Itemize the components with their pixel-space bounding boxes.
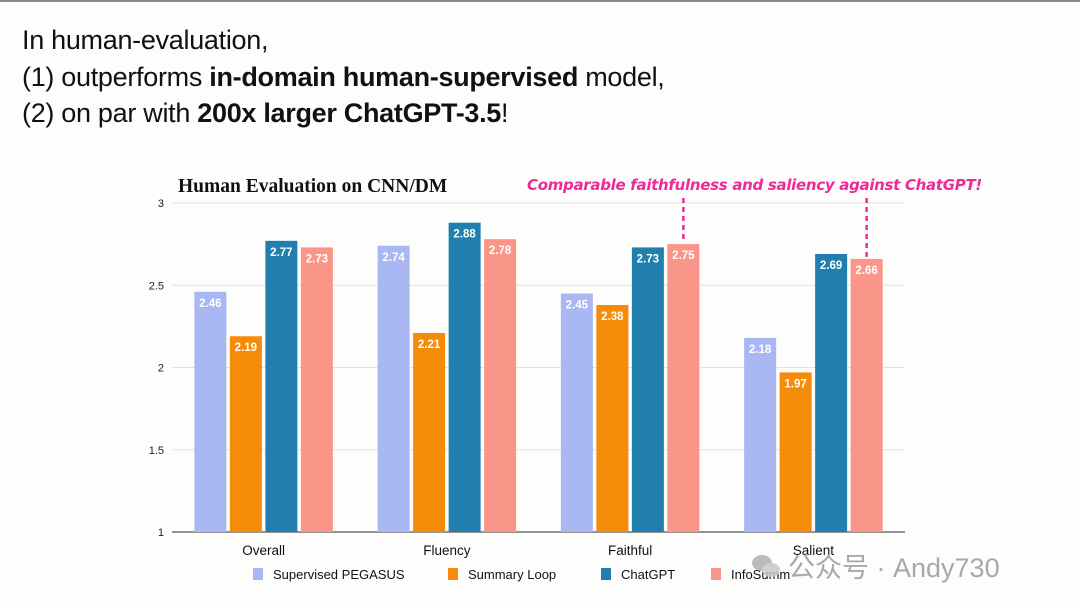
y-tick-label: 2.5 <box>149 280 164 292</box>
data-label: 2.19 <box>235 342 257 354</box>
headline-line-3: (2) on par with 200x larger ChatGPT-3.5! <box>22 95 664 132</box>
headline-line-2-pre: (1) outperforms <box>22 61 210 92</box>
bar <box>560 293 593 532</box>
headline-line-2-post: model, <box>578 61 665 92</box>
bar <box>413 332 446 532</box>
bar <box>850 258 883 532</box>
bar <box>484 239 517 532</box>
bar <box>194 291 227 532</box>
data-label: 1.97 <box>784 378 806 390</box>
headline-line-3-pre: (2) on par with <box>22 98 198 128</box>
y-tick-label: 1 <box>158 527 164 539</box>
bar <box>596 304 629 532</box>
headline-line-2: (1) outperforms in-domain human-supervis… <box>22 59 665 96</box>
x-tick-label: Faithful <box>608 543 652 558</box>
bar <box>667 244 700 532</box>
chart-title: Human Evaluation on CNN/DM <box>178 176 448 197</box>
wechat-icon <box>752 553 782 579</box>
slide-headline: In human-evaluation, (1) outperforms in-… <box>22 22 665 132</box>
chart-annotation: Comparable faithfulness and saliency aga… <box>527 176 982 194</box>
bar <box>300 247 333 533</box>
data-label: 2.73 <box>306 253 328 265</box>
bar <box>448 222 481 533</box>
data-label: 2.69 <box>820 260 842 272</box>
legend-label: Summary Loop <box>468 567 556 582</box>
legend-swatch <box>711 568 721 580</box>
y-tick-label: 2 <box>158 363 164 375</box>
data-label: 2.77 <box>270 247 292 259</box>
headline-line-1: In human-evaluation, <box>22 25 269 55</box>
x-tick-label: Overall <box>242 543 285 558</box>
data-label: 2.45 <box>566 299 589 311</box>
data-label: 2.46 <box>199 298 221 310</box>
bar <box>744 337 777 532</box>
data-label: 2.75 <box>672 250 695 262</box>
data-label: 2.73 <box>637 253 659 265</box>
bar <box>631 247 664 533</box>
data-label: 2.74 <box>382 252 405 264</box>
legend-label: ChatGPT <box>621 567 675 582</box>
data-label: 2.18 <box>749 344 772 356</box>
x-tick-label: Salient <box>793 543 835 558</box>
legend-swatch <box>253 568 263 580</box>
watermark: 公众号 · Andy730 <box>752 546 1000 585</box>
data-label: 2.88 <box>453 229 476 241</box>
bar <box>815 253 848 532</box>
bar <box>229 336 262 532</box>
y-tick-label: 3 <box>158 198 164 210</box>
legend-label: Supervised PEGASUS <box>273 567 405 582</box>
bar <box>265 240 298 532</box>
legend-swatch <box>601 568 611 580</box>
watermark-text: 公众号 · Andy730 <box>788 553 1000 583</box>
bar <box>779 372 812 532</box>
bar <box>377 245 410 532</box>
data-label: 2.66 <box>855 265 877 277</box>
headline-line-3-bold: 200x larger ChatGPT-3.5 <box>197 98 502 128</box>
top-border <box>0 0 1080 2</box>
legend-swatch <box>448 568 458 580</box>
headline-line-2-bold: in-domain human-supervised <box>209 61 579 92</box>
headline-line-3-post: ! <box>501 98 509 128</box>
y-tick-label: 1.5 <box>149 445 164 457</box>
x-tick-label: Fluency <box>423 543 471 558</box>
data-label: 2.21 <box>418 339 441 351</box>
data-label: 2.38 <box>601 311 624 323</box>
data-label: 2.78 <box>489 245 512 257</box>
